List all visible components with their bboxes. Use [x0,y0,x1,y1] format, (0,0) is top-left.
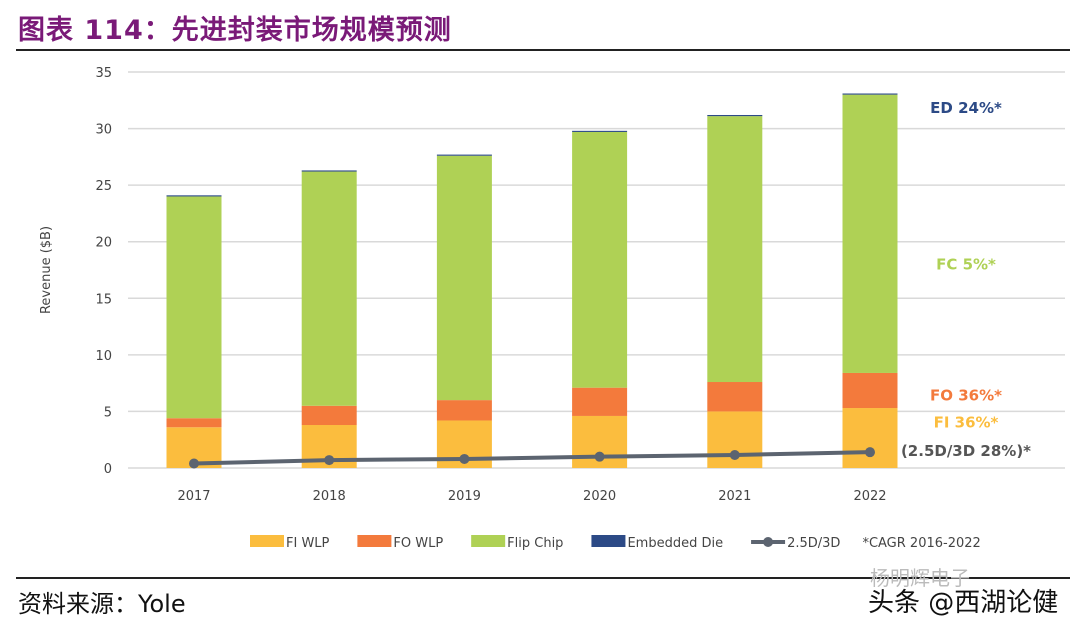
bar-fo-wlp [842,372,898,409]
bar-embedded-die [572,130,628,132]
bar-embedded-die [166,195,222,197]
y-tick-label: 25 [95,179,112,194]
line-point [865,447,875,458]
cagr-annotation: FI 36%* [934,414,999,432]
y-tick-label: 10 [95,349,112,364]
line-point [189,458,199,469]
cagr-annotation: ED 24%* [930,99,1002,117]
legend-swatch [357,535,392,547]
title-divider [16,49,1070,51]
watermark-bottom: 头条 @西湖论健 [868,588,1059,618]
bar-embedded-die [842,93,898,95]
x-tick-label: 2022 [853,489,886,504]
legend-swatch [591,535,626,547]
line-2.5d-3d [193,450,871,466]
bar-fo-wlp [166,418,222,428]
source-note: 资料来源：Yole [18,590,186,618]
legend-label: 2.5D/3D [787,536,840,551]
y-tick-label: 5 [104,405,112,420]
source-divider [16,577,1070,579]
bar-flip-chip [436,155,492,401]
y-tick-label: 35 [95,66,112,81]
x-tick-label: 2018 [313,489,346,504]
legend-label: FO WLP [393,536,443,551]
bar-fo-wlp [301,405,357,426]
bar-flip-chip [842,94,898,373]
legend-label: Flip Chip [507,536,563,551]
x-tick-label: 2021 [718,489,751,504]
x-tick-label: 2017 [177,489,210,504]
line-point [594,451,605,462]
bar-flip-chip [301,171,357,406]
legend-marker [763,537,774,547]
legend-note: *CAGR 2016-2022 [862,536,980,551]
line-point [324,455,335,466]
figure-title: 图表 114：先进封装市场规模预测 [18,15,452,46]
bar-fi-wlp [842,408,898,468]
bar-flip-chip [166,196,222,419]
y-tick-label: 15 [95,292,112,307]
legend-swatch [471,535,506,547]
watermark-top: 杨明辉电子 [870,566,970,590]
line-point [729,449,740,460]
bar-embedded-die [707,114,763,117]
bar-embedded-die [436,154,492,156]
cagr-annotation: FO 36%* [930,387,1002,405]
bar-fo-wlp [436,400,492,421]
bar-flip-chip [707,116,763,383]
x-tick-label: 2020 [583,489,616,504]
bar-embedded-die [301,170,357,172]
line-point [459,453,470,464]
legend-swatch [250,535,284,547]
cagr-annotation: FC 5%* [936,255,996,273]
y-axis-label: Revenue ($B) [39,226,54,314]
legend-label: Embedded Die [627,536,723,551]
legend-label: FI WLP [286,536,330,551]
x-tick-label: 2019 [448,489,481,504]
bar-fo-wlp [707,382,763,412]
y-tick-label: 30 [95,123,112,138]
y-tick-label: 0 [104,462,112,477]
bar-fo-wlp [572,387,628,416]
cagr-annotation: (2.5D/3D 28%)* [901,442,1031,460]
y-tick-label: 20 [95,236,112,251]
bar-flip-chip [572,131,628,388]
